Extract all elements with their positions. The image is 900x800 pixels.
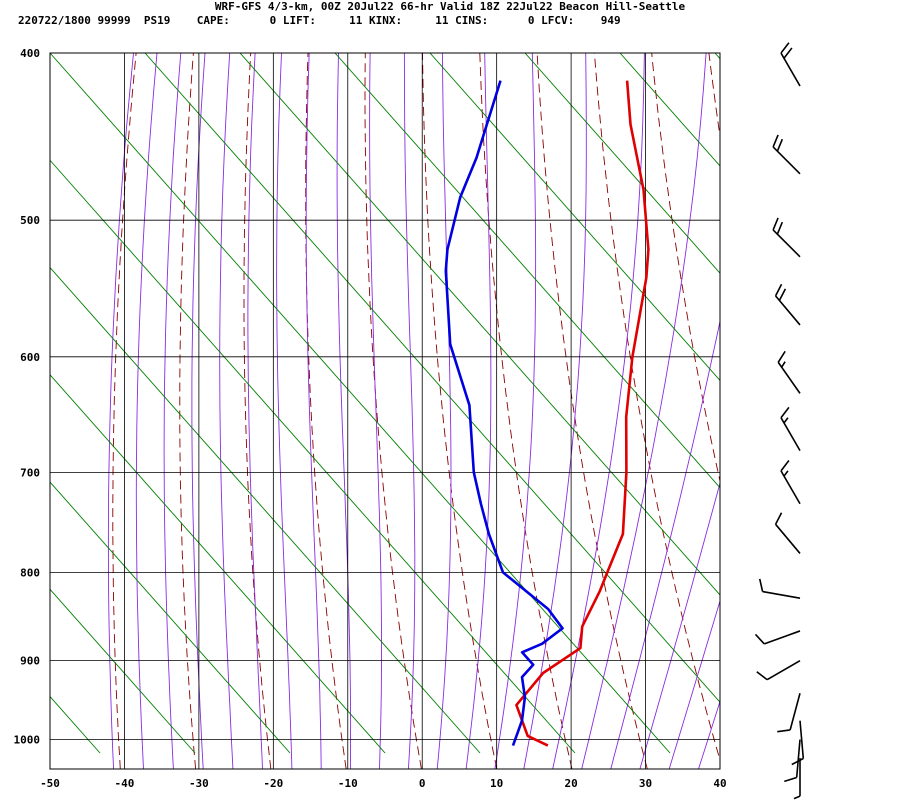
dry-adiabat (593, 53, 720, 762)
wind-barbs (754, 42, 805, 800)
moist-adiabat (336, 53, 352, 769)
wind-barb (780, 460, 801, 505)
axis-labels: -50 -40 -30 -20 -10 0 10 20 30 40 400 500 600 700 800 9… (14, 47, 727, 790)
wind-barb (772, 217, 801, 258)
mixing-ratio-line (50, 374, 386, 754)
moist-adiabat (494, 53, 537, 769)
y-tick-label: 400 (20, 47, 40, 60)
dry-adiabat (112, 53, 137, 769)
moist-adiabat (465, 53, 492, 769)
dry-adiabat (305, 53, 347, 769)
moist-adiabat (436, 53, 452, 769)
dry-adiabat (422, 53, 498, 769)
mixing-ratio-line (239, 53, 720, 596)
wind-barb (758, 578, 801, 599)
dewpoint-profile (444, 80, 564, 747)
moist-adiabat (247, 53, 263, 769)
mixing-ratio-line (50, 266, 481, 754)
mixing-ratio-line (429, 53, 720, 382)
dry-adiabat (651, 53, 720, 484)
wind-barb (784, 739, 801, 783)
moist-adiabat (523, 53, 587, 769)
chart-title: WRF-GFS 4/3-km, 00Z 20Jul22 66-hr Valid … (214, 0, 686, 13)
wind-barb (791, 720, 805, 766)
moist-adiabat (135, 53, 158, 769)
moist-adiabat (276, 53, 293, 769)
moist-adiabat (369, 53, 382, 769)
moist-adiabat (639, 481, 720, 769)
mixing-ratio-line (50, 588, 196, 754)
moist-adiabat (163, 53, 182, 769)
y-tick-label: 600 (20, 351, 40, 364)
wind-barb (774, 283, 801, 326)
mixing-ratio-line (524, 53, 720, 274)
moist-adiabat (403, 53, 416, 769)
dry-adiabat (761, 15, 900, 769)
background-lines (0, 15, 900, 769)
wind-barb (756, 659, 801, 681)
mixing-ratio-line (334, 53, 720, 489)
wind-barb (772, 134, 801, 175)
moist-adiabat (581, 53, 707, 769)
x-tick-label: -20 (263, 777, 283, 790)
x-tick-label: -50 (40, 777, 60, 790)
moist-adiabat (610, 319, 720, 769)
x-tick-label: 40 (713, 777, 726, 790)
mixing-ratio-line (619, 53, 720, 167)
moist-adiabat (191, 53, 206, 769)
temperature-profile (515, 80, 650, 747)
mixing-ratio-line (50, 159, 576, 754)
wind-barb (777, 350, 801, 394)
y-tick-label: 800 (20, 566, 40, 579)
dry-adiabat (536, 53, 648, 769)
y-tick-label: 1000 (14, 734, 41, 747)
y-tick-label: 900 (20, 655, 40, 668)
dry-adiabat (179, 53, 197, 769)
moist-adiabat (552, 53, 645, 769)
mixing-ratio-line (0, 53, 5, 753)
x-tick-label: -10 (338, 777, 358, 790)
x-tick-label: -30 (189, 777, 209, 790)
dry-adiabat (874, 15, 900, 769)
mixing-ratio-line (810, 53, 900, 753)
y-tick-label: 700 (20, 466, 40, 479)
moist-adiabat (728, 15, 900, 769)
mixing-ratio-line (50, 53, 671, 754)
wind-barb (793, 758, 801, 800)
wind-barb (777, 693, 801, 733)
sounding-indices: 220722/1800 99999 PS19 CAPE: 0 LIFT: 11 … (18, 14, 621, 27)
mixing-ratio-line (714, 53, 720, 60)
moist-adiabat (107, 53, 134, 769)
wind-barb (780, 42, 801, 87)
x-tick-label: 30 (639, 777, 652, 790)
mixing-ratio-line (144, 53, 720, 703)
wind-barb (754, 630, 801, 645)
dry-adiabat (708, 53, 720, 140)
y-tick-label: 500 (20, 214, 40, 227)
x-tick-label: 20 (564, 777, 577, 790)
x-tick-label: 0 (419, 777, 426, 790)
x-tick-label: 10 (490, 777, 503, 790)
wind-barb (780, 406, 801, 452)
dry-adiabat (243, 53, 272, 769)
dry-adiabat (817, 15, 900, 769)
moist-adiabat (668, 599, 720, 769)
dry-adiabat (364, 53, 422, 769)
moist-adiabat (305, 53, 322, 769)
mixing-ratio-line (50, 481, 291, 754)
dry-adiabat (479, 53, 573, 769)
wind-barb (774, 512, 801, 554)
plot-frame (49, 52, 721, 770)
x-tick-label: -40 (115, 777, 135, 790)
moist-adiabat (219, 53, 234, 769)
grid (49, 52, 721, 770)
profiles (444, 80, 650, 747)
